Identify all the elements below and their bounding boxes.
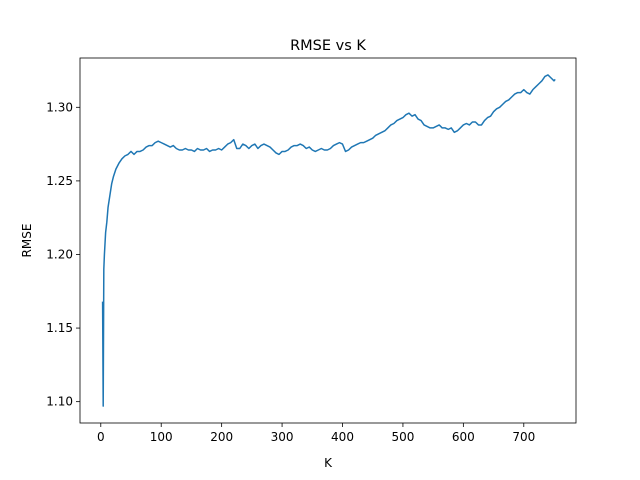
x-tick-label: 600 <box>452 430 475 444</box>
x-tick-label: 700 <box>512 430 535 444</box>
y-axis-label: RMSE <box>20 224 34 258</box>
x-tick-label: 500 <box>391 430 414 444</box>
y-tick-label: 1.15 <box>46 321 73 335</box>
x-tick-label: 0 <box>97 430 105 444</box>
x-tick-label: 300 <box>271 430 294 444</box>
x-axis-ticks: 0 100 200 300 400 500 600 700 <box>97 423 535 444</box>
y-tick-label: 1.10 <box>46 395 73 409</box>
x-tick-label: 100 <box>150 430 173 444</box>
y-tick-label: 1.30 <box>46 100 73 114</box>
plot-area <box>79 57 577 424</box>
x-axis-label: K <box>324 456 333 470</box>
x-tick-label: 400 <box>331 430 354 444</box>
plot-frame <box>79 57 577 424</box>
x-tick-label: 200 <box>210 430 233 444</box>
y-tick-label: 1.20 <box>46 247 73 261</box>
y-axis-ticks: 1.10 1.15 1.20 1.25 1.30 <box>46 100 80 409</box>
y-tick-label: 1.25 <box>46 174 73 188</box>
series-line <box>101 74 556 407</box>
chart-title: RMSE vs K <box>290 38 366 54</box>
